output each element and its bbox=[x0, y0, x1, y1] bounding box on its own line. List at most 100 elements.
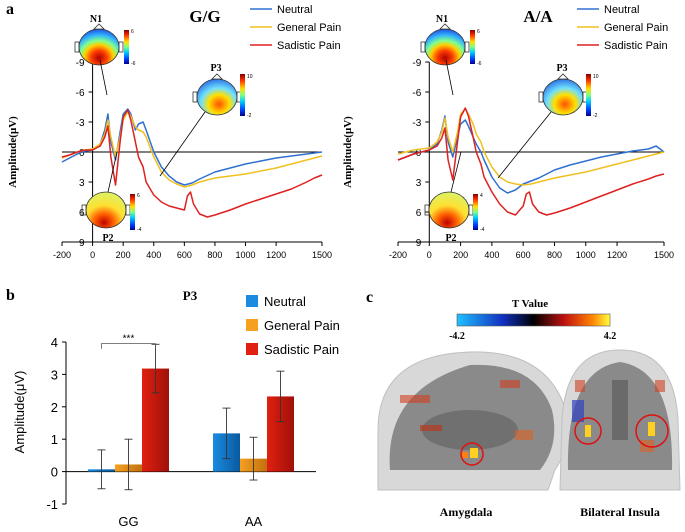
x-tick-label: -200 bbox=[389, 250, 407, 260]
bar-category-label: GG bbox=[118, 514, 138, 529]
topomap-p3-gg: P3 10 -2 bbox=[159, 63, 253, 177]
bar-category-label: AA bbox=[245, 514, 263, 529]
topo-min-p2-aa: -4 bbox=[480, 227, 485, 233]
p3-bar-chart: -1 0 1 2 3 4 GG AA *** bbox=[46, 334, 316, 529]
x-tick-label: 400 bbox=[484, 250, 499, 260]
y-tick-label: -6 bbox=[412, 88, 421, 99]
legend-b-sadistic: Sadistic Pain bbox=[264, 342, 339, 357]
y-tick-label: 0 bbox=[79, 148, 85, 159]
x-tick-label: 0 bbox=[90, 250, 95, 260]
series-line-sadistic-pain bbox=[61, 109, 323, 218]
erp-plot-aa: A/A Amplitude(μV) -9 -6 -3 0 3 6 9 -200 0 200 400 6… bbox=[342, 7, 674, 260]
caption-insula: Bilateral Insula bbox=[580, 505, 660, 519]
erp-plot-gg: G/G Amplitude(μV) -9 -6 -3 0 3 6 9 -200 0 200 400 6… bbox=[7, 7, 332, 260]
y-tick-label: 9 bbox=[79, 238, 85, 249]
y-tick-label: -6 bbox=[76, 88, 85, 99]
x-tick-label: 1500 bbox=[654, 250, 674, 260]
topomap-p3-aa: P3 10 -2 bbox=[497, 63, 599, 179]
x-tick-label: 1200 bbox=[266, 250, 286, 260]
series-line-sadistic-pain bbox=[397, 107, 665, 216]
topo-label-n1: N1 bbox=[90, 14, 102, 25]
y-tick-label: -3 bbox=[76, 118, 85, 129]
topo-label-p3: P3 bbox=[210, 63, 221, 74]
legend-swatch-general bbox=[246, 319, 258, 331]
topo-max-p2: 6 bbox=[137, 193, 140, 199]
x-tick-label: 800 bbox=[547, 250, 562, 260]
y-tick-label: 9 bbox=[416, 238, 422, 249]
legend-a-aa: Neutral General Pain Sadistic Pain bbox=[577, 4, 668, 52]
topo-max-n1: 6 bbox=[131, 29, 134, 35]
x-tick-label: 1000 bbox=[236, 250, 256, 260]
y-tick-label: 6 bbox=[416, 208, 422, 219]
tvalue-max: 4.2 bbox=[604, 331, 617, 342]
legend-swatch-neutral bbox=[246, 295, 258, 307]
legend-text-general: General Pain bbox=[277, 22, 341, 34]
insula-left-circle bbox=[574, 417, 602, 445]
topomap-p2-aa: P2 4 -4 bbox=[424, 151, 485, 244]
legend-b-general: General Pain bbox=[264, 318, 340, 333]
tvalue-colorbar bbox=[456, 313, 611, 327]
y-tick-label: -3 bbox=[412, 118, 421, 129]
legend-b: Neutral General Pain Sadistic Pain bbox=[246, 294, 340, 357]
series-line-general-pain bbox=[397, 108, 665, 186]
topo-max-p3-aa: 10 bbox=[593, 74, 599, 80]
topo-label-p3-aa: P3 bbox=[556, 63, 567, 74]
plot-title-gg: G/G bbox=[189, 7, 220, 26]
x-tick-label: 600 bbox=[516, 250, 531, 260]
bar-y-tick-label: 0 bbox=[51, 465, 58, 480]
x-tick-label: 800 bbox=[207, 250, 222, 260]
legend-swatch-sadistic bbox=[246, 343, 258, 355]
y-tick-label: -9 bbox=[412, 58, 421, 69]
bar-y-tick-label: 3 bbox=[51, 367, 58, 382]
x-tick-label: -200 bbox=[53, 250, 71, 260]
caption-amygdala: Amygdala bbox=[440, 505, 493, 519]
topo-min-p3: -2 bbox=[247, 113, 252, 119]
x-tick-label: 1000 bbox=[576, 250, 596, 260]
topo-label-n1-aa: N1 bbox=[436, 14, 448, 25]
legend-b-neutral: Neutral bbox=[264, 294, 306, 309]
x-tick-label: 1200 bbox=[607, 250, 627, 260]
lines-gg bbox=[61, 108, 323, 218]
y-tick-label: 3 bbox=[416, 178, 422, 189]
significance-bracket bbox=[101, 343, 156, 349]
panel-label-a: a bbox=[6, 1, 14, 18]
topo-colorbar-n1 bbox=[124, 30, 129, 64]
lines-aa bbox=[397, 107, 665, 216]
legend-text-general-aa: General Pain bbox=[604, 22, 668, 34]
bar-y-tick-label: 2 bbox=[51, 400, 58, 415]
y-axis-label-gg: Amplitude(μV) bbox=[7, 116, 19, 188]
topo-max-n1-aa: 6 bbox=[477, 29, 480, 35]
topo-min-n1-aa: -6 bbox=[477, 61, 482, 67]
panel-label-b: b bbox=[6, 287, 15, 304]
topo-colorbar-p2 bbox=[130, 194, 135, 230]
topomap-p2-gg: P2 6 -4 bbox=[81, 151, 142, 244]
significance-stars: *** bbox=[123, 334, 135, 345]
topo-max-p2-aa: 4 bbox=[480, 193, 483, 199]
y-tick-label: -9 bbox=[76, 58, 85, 69]
legend-text-sadistic-aa: Sadistic Pain bbox=[604, 40, 668, 52]
y-axis-label-aa: Amplitude(μV) bbox=[342, 116, 354, 188]
tvalue-title: T Value bbox=[512, 298, 548, 310]
topo-min-n1: -6 bbox=[131, 61, 136, 67]
bar-y-tick-label: -1 bbox=[46, 497, 58, 512]
x-tick-label: 400 bbox=[146, 250, 161, 260]
x-tick-label: 0 bbox=[427, 250, 432, 260]
brain-coronal bbox=[559, 349, 681, 491]
x-tick-label: 600 bbox=[177, 250, 192, 260]
plot-title-aa: A/A bbox=[523, 7, 553, 26]
legend-text-sadistic: Sadistic Pain bbox=[277, 40, 341, 52]
legend-text-neutral: Neutral bbox=[277, 4, 312, 16]
y-tick-label: 3 bbox=[79, 178, 85, 189]
legend-text-neutral-aa: Neutral bbox=[604, 4, 639, 16]
topo-colorbar-p3 bbox=[240, 74, 245, 116]
bar-y-tick-label: 4 bbox=[51, 335, 58, 350]
topo-label-p2: P2 bbox=[102, 233, 113, 244]
topo-label-p2-aa: P2 bbox=[445, 233, 456, 244]
topo-min-p2: -4 bbox=[137, 227, 142, 233]
brain-sagittal bbox=[377, 351, 568, 491]
axes-aa: -9 -6 -3 0 3 6 9 -200 0 200 400 600 800 1000 1200 1500 bbox=[389, 58, 674, 260]
y-tick-label: 0 bbox=[416, 148, 422, 159]
insula-right-circle bbox=[635, 414, 669, 448]
topomap-n1-aa: N1 6 -6 bbox=[420, 14, 482, 96]
